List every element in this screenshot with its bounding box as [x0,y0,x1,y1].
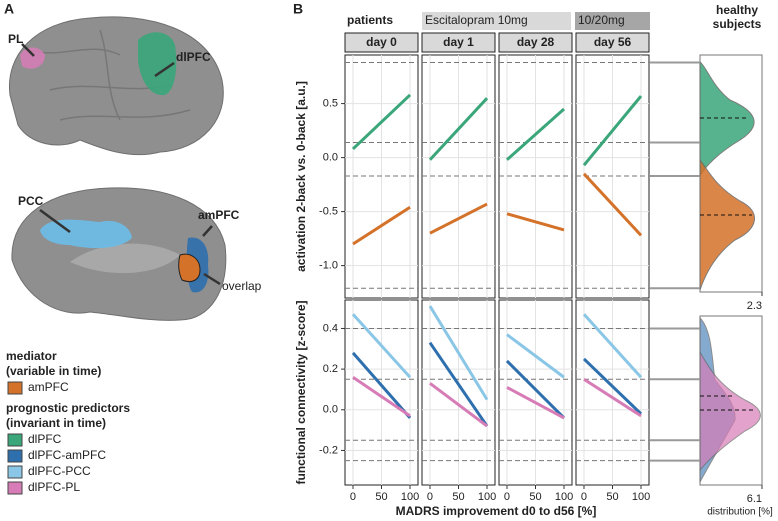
group-strip [575,12,650,30]
facet-strip [421,32,496,53]
y-tick-label: 0.4 [323,322,338,334]
facet-title: day 56 [594,35,632,49]
regression-line [351,93,412,151]
regression-line [582,172,643,237]
regression-line [582,357,643,415]
legend-heading: (invariant in time) [6,416,106,430]
legend-heading: prognostic predictors [6,401,130,415]
legend-label: amPFC [28,380,69,394]
regression-line [582,313,643,379]
y-tick-label: -0.2 [319,444,338,456]
y-axis-label: activation 2-back vs. 0-back [a.u.] [294,81,308,272]
y-tick-label: -1.0 [319,260,338,272]
regression-line [583,378,642,418]
facet-title: day 28 [517,35,555,49]
legend-label: dlPFC-PL [28,480,80,494]
region-label: PL [8,32,23,46]
legend-label: dlPFC-PCC [28,464,91,478]
y-tick-label: 0.0 [323,404,338,416]
x-tick-label: 0 [350,491,356,503]
y-axis-label: functional connectivity [z-score] [294,300,308,484]
x-tick-label: 0 [427,491,433,503]
y-tick-label: 0.2 [323,363,338,375]
x-axis-label: MADRS improvement d0 to d56 [%] [396,504,597,518]
regression-line [428,341,489,427]
region-label: overlap [222,279,262,293]
brain-lateral [8,16,224,156]
legend-label: dlPFC-amPFC [28,448,106,462]
legend-swatch [7,449,23,463]
dist-tick-label: 6.1 [747,493,762,505]
regression-line [506,333,565,379]
regression-line [506,212,565,232]
regression-line [429,202,488,235]
legend-heading: (variable in time) [6,364,101,378]
x-tick-label: 50 [529,491,541,503]
legend-heading: mediator [6,349,57,363]
x-tick-label: 100 [632,491,650,503]
group-label: Escitalopram 10mg [425,13,528,27]
arrows [21,43,221,286]
group-label: patients [347,13,393,27]
legend-label: dlPFC [28,432,62,446]
group-strip [422,12,571,30]
x-tick-label: 0 [581,491,587,503]
regression-line [505,359,566,419]
healthy-title: healthy subjects [712,3,762,31]
facet-title: day 0 [366,35,397,49]
regression-line [582,95,643,167]
regression-line [352,206,411,246]
regression-line [505,107,566,161]
x-tick-label: 100 [401,491,419,503]
panel-label: B [293,1,303,17]
region-label: amPFC [198,208,240,222]
regression-line [352,376,411,418]
x-tick-label: 50 [606,491,618,503]
y-tick-label: 0.0 [323,152,338,164]
facet-strip [498,32,573,53]
x-tick-label: 100 [478,491,496,503]
x-tick-label: 50 [375,491,387,503]
legend-swatch [7,433,23,447]
legend-swatch [7,381,23,395]
dist-tick-label: 2.3 [747,300,762,312]
y-tick-label: 0.5 [323,98,338,110]
x-tick-label: 100 [555,491,573,503]
x-tick-label: 50 [452,491,464,503]
regression-line [506,386,565,420]
facet-title: day 1 [443,35,474,49]
healthy-densities [699,54,763,486]
panel-label: A [4,1,14,17]
facet-strip [344,32,419,53]
regression-line [351,313,412,379]
y-tick-label: -0.5 [319,206,338,218]
dist-axis-label: distribution [%] [707,507,773,518]
regression-line [351,351,412,419]
brain-medial [11,187,227,321]
regression-line [428,97,489,161]
x-tick-label: 0 [504,491,510,503]
legend-swatch [7,465,23,479]
regression-line [428,305,489,401]
regression-line [429,382,488,428]
facet-strip [575,32,650,53]
region-label: dlPFC [176,50,211,64]
group-label: 10/20mg [578,13,625,27]
region-label: PCC [18,194,44,208]
legend-swatch [7,481,23,495]
